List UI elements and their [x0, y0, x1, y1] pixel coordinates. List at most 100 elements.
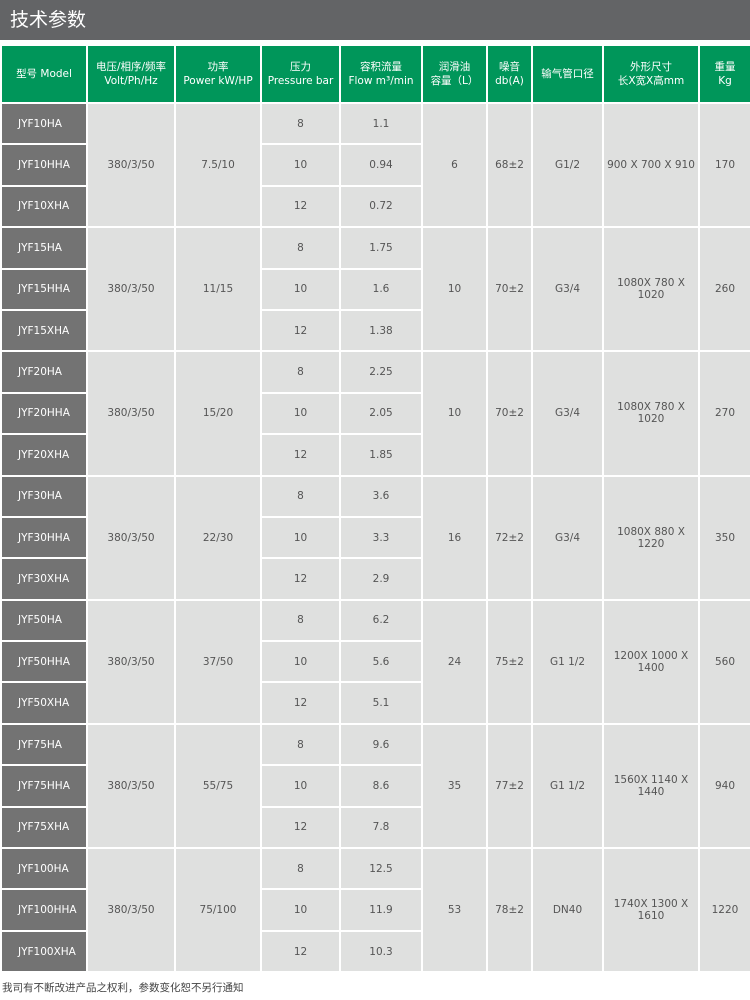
pressure-cell: 12 — [260, 433, 341, 477]
flow-cell: 12.5 — [339, 847, 423, 891]
model-cell: JYF10HHA — [0, 143, 88, 187]
power-cell: 15/20 — [174, 350, 262, 477]
model-cell: JYF20HHA — [0, 391, 88, 436]
flow-cell: 5.6 — [339, 640, 423, 684]
table-row: JYF20HA 380/3/50 15/20 8 2.25 10 70±2 G3/4 1080X… — [0, 350, 750, 477]
model-cell: JYF20HA — [0, 350, 88, 394]
pipe-cell: G1 1/2 — [531, 722, 604, 850]
header-flow: 容积流量 Flow m³/min — [339, 44, 423, 104]
pipe-cell: G3/4 — [531, 350, 604, 477]
model-cell: JYF100HHA — [0, 888, 88, 932]
spec-table: 型号 Model 电压/相序/频率 Volt/Ph/Hz 功率 Power kW/HP 压… — [0, 44, 750, 974]
volt-cell: 380/3/50 — [86, 847, 176, 974]
table-row: JYF100XHA 12 10.3 — [0, 929, 750, 974]
oil-cell: 24 — [421, 598, 488, 725]
noise-cell: 72±2 — [486, 474, 533, 601]
header-noise-line: db(A) — [495, 75, 524, 87]
pressure-cell: 12 — [260, 308, 341, 353]
pressure-cell: 10 — [260, 267, 341, 311]
size-cell: 900 X 700 X 910 — [602, 101, 700, 229]
noise-cell: 77±2 — [486, 722, 533, 850]
noise-cell: 70±2 — [486, 226, 533, 353]
size-cell: 1080X 880 X 1220 — [602, 474, 700, 601]
oil-cell: 10 — [421, 350, 488, 477]
pipe-cell: G3/4 — [531, 226, 604, 353]
flow-cell: 0.94 — [339, 143, 423, 187]
weight-cell: 260 — [698, 226, 750, 353]
pressure-cell: 8 — [260, 350, 341, 394]
volt-cell: 380/3/50 — [86, 350, 176, 477]
table-row: JYF75HA 380/3/50 55/75 8 9.6 35 77±2 G1 1/2 1560… — [0, 722, 750, 850]
oil-cell: 35 — [421, 722, 488, 850]
header-pressure-line: Pressure bar — [267, 75, 334, 87]
power-cell: 7.5/10 — [174, 101, 262, 229]
size-cell: 1080X 780 X 1020 — [602, 350, 700, 477]
pipe-cell: G3/4 — [531, 474, 604, 601]
header-model: 型号 Model — [0, 44, 88, 104]
flow-cell: 8.6 — [339, 764, 423, 808]
table-row: JYF10HA 380/3/50 7.5/10 8 1.1 6 68±2 G1/2 900 X … — [0, 101, 750, 229]
power-cell: 22/30 — [174, 474, 262, 601]
size-cell: 1080X 780 X 1020 — [602, 226, 700, 353]
size-cell: 1200X 1000 X 1400 — [602, 598, 700, 725]
volt-cell: 380/3/50 — [86, 722, 176, 850]
pressure-cell: 10 — [260, 640, 341, 684]
model-cell: JYF100XHA — [0, 929, 88, 974]
pipe-cell: G1 1/2 — [531, 598, 604, 725]
model-cell: JYF15HHA — [0, 267, 88, 311]
header-noise-line: 噪音 — [499, 61, 520, 73]
table-row: JYF10XHA 12 0.72 — [0, 184, 750, 229]
model-cell: JYF30HA — [0, 474, 88, 518]
table-row: JYF100HA 380/3/50 75/100 8 12.5 53 78±2 DN40 174… — [0, 847, 750, 974]
oil-cell: 10 — [421, 226, 488, 353]
header-noise: 噪音 db(A) — [486, 44, 533, 104]
pressure-cell: 10 — [260, 391, 341, 436]
header-row: 型号 Model 电压/相序/频率 Volt/Ph/Hz 功率 Power kW/HP 压… — [0, 44, 750, 104]
power-cell: 37/50 — [174, 598, 262, 725]
flow-cell: 2.25 — [339, 350, 423, 394]
flow-cell: 9.6 — [339, 722, 423, 767]
noise-cell: 68±2 — [486, 101, 533, 229]
pressure-cell: 8 — [260, 847, 341, 891]
size-cell: 1560X 1140 X 1440 — [602, 722, 700, 850]
flow-cell: 11.9 — [339, 888, 423, 932]
flow-cell: 1.38 — [339, 308, 423, 353]
flow-cell: 2.05 — [339, 391, 423, 436]
pressure-cell: 12 — [260, 929, 341, 974]
model-cell: JYF50XHA — [0, 681, 88, 725]
pipe-cell: DN40 — [531, 847, 604, 974]
table-row: JYF15XHA 12 1.38 — [0, 308, 750, 353]
header-oil-line: 润滑油 — [438, 61, 471, 73]
flow-cell: 3.3 — [339, 515, 423, 560]
weight-cell: 1220 — [698, 847, 750, 974]
model-cell: JYF50HA — [0, 598, 88, 643]
header-size: 外形尺寸 长X宽X高mm — [602, 44, 700, 104]
oil-cell: 16 — [421, 474, 488, 601]
header-flow-line: Flow m³/min — [348, 75, 414, 87]
header-power: 功率 Power kW/HP — [174, 44, 262, 104]
flow-cell: 10.3 — [339, 929, 423, 974]
pressure-cell: 8 — [260, 598, 341, 643]
pressure-cell: 12 — [260, 184, 341, 229]
table-row: JYF75HHA 10 8.6 — [0, 764, 750, 808]
header-pipe-line: 输气管口径 — [541, 68, 594, 80]
noise-cell: 78±2 — [486, 847, 533, 974]
oil-cell: 6 — [421, 101, 488, 229]
pressure-cell: 8 — [260, 722, 341, 767]
header-size-line: 长X宽X高mm — [617, 75, 685, 87]
table-row: JYF30XHA 12 2.9 — [0, 557, 750, 601]
header-pressure: 压力 Pressure bar — [260, 44, 341, 104]
header-flow-line: 容积流量 — [360, 61, 402, 73]
table-row: JYF50HA 380/3/50 37/50 8 6.2 24 75±2 G1 1/2 1200… — [0, 598, 750, 725]
oil-cell: 53 — [421, 847, 488, 974]
pressure-cell: 12 — [260, 805, 341, 850]
table-row: JYF75XHA 12 7.8 — [0, 805, 750, 850]
pressure-cell: 8 — [260, 101, 341, 146]
table-row: JYF15HHA 10 1.6 — [0, 267, 750, 311]
header-weight-line: 重量 — [714, 61, 736, 73]
table-row: JYF30HA 380/3/50 22/30 8 3.6 16 72±2 G3/4 1080X … — [0, 474, 750, 601]
model-cell: JYF20XHA — [0, 433, 88, 477]
volt-cell: 380/3/50 — [86, 101, 176, 229]
weight-cell: 560 — [698, 598, 750, 725]
table-row: JYF15HA 380/3/50 11/15 8 1.75 10 70±2 G3/4 1080X… — [0, 226, 750, 353]
